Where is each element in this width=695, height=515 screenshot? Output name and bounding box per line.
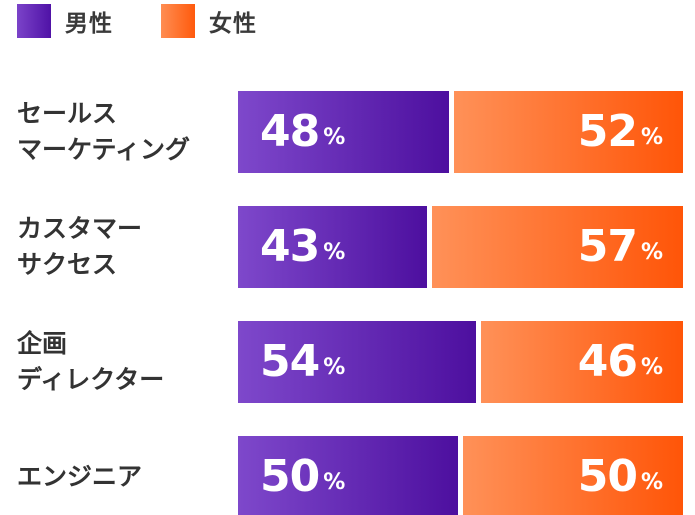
category-label-line: マーケティング (17, 135, 191, 164)
bar-female: 57% (432, 206, 683, 288)
legend-label-female: 女性 (209, 11, 257, 37)
bar-male: 43% (238, 206, 427, 288)
category-label-line: ディレクター (17, 365, 165, 394)
bar-female: 52% (454, 91, 683, 173)
category-label-line: 企画 (17, 329, 68, 358)
data-label-female: 46 (577, 336, 638, 387)
category-label-line: エンジニア (17, 462, 143, 491)
category-label-line: セールス (17, 99, 118, 128)
category-label: カスタマー サクセス (17, 206, 232, 288)
data-label-female: 52 (577, 106, 638, 157)
chart-row: セールス マーケティング 48% 52% (0, 91, 695, 173)
bar-female: 50% (463, 436, 683, 515)
bar-track: 54% 46% (238, 321, 683, 403)
percent-sign: % (323, 125, 346, 150)
chart-row: カスタマー サクセス 43% 57% (0, 206, 695, 288)
percent-sign: % (640, 125, 663, 150)
percent-sign: % (640, 355, 663, 380)
legend-swatch-female (161, 4, 195, 38)
percent-sign: % (323, 470, 346, 495)
bar-female: 46% (481, 321, 683, 403)
data-label-male: 54 (260, 336, 320, 387)
percent-sign: % (640, 240, 663, 265)
bar-male: 48% (238, 91, 449, 173)
legend-swatch-male (17, 4, 51, 38)
category-label: エンジニア (17, 436, 232, 515)
percent-sign: % (640, 470, 663, 495)
bar-male: 54% (238, 321, 476, 403)
category-label: 企画 ディレクター (17, 321, 232, 403)
bar-male: 50% (238, 436, 458, 515)
chart-row: 企画 ディレクター 54% 46% (0, 321, 695, 403)
bar-track: 50% 50% (238, 436, 683, 515)
data-label-male: 50 (260, 451, 320, 502)
data-label-female: 57 (577, 221, 638, 272)
category-label-line: サクセス (17, 250, 118, 279)
data-label-female: 50 (577, 451, 638, 502)
bar-track: 43% 57% (238, 206, 683, 288)
bar-track: 48% 52% (238, 91, 683, 173)
legend-item-female: 女性 (161, 4, 257, 38)
data-label-male: 43 (260, 221, 320, 272)
percent-sign: % (323, 355, 346, 380)
category-label-line: カスタマー (17, 214, 143, 243)
percent-sign: % (323, 240, 346, 265)
legend-item-male: 男性 (17, 4, 113, 38)
chart-row: エンジニア 50% 50% (0, 436, 695, 515)
legend-label-male: 男性 (65, 11, 113, 37)
data-label-male: 48 (260, 106, 320, 157)
category-label: セールスマーケティング (17, 91, 232, 173)
chart-legend: 男性 女性 (17, 4, 305, 38)
